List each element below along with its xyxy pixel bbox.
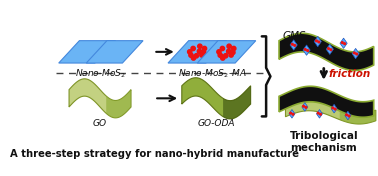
Circle shape: [227, 44, 231, 48]
Text: Nano-MoS$_2$: Nano-MoS$_2$: [75, 67, 127, 80]
Circle shape: [303, 105, 304, 107]
Circle shape: [191, 56, 196, 60]
Text: A three-step strategy for nano-hybrid manufacture: A three-step strategy for nano-hybrid ma…: [10, 149, 299, 159]
Circle shape: [341, 42, 343, 43]
Circle shape: [220, 46, 225, 51]
Circle shape: [290, 112, 291, 114]
Circle shape: [353, 52, 355, 54]
Polygon shape: [352, 48, 359, 59]
Circle shape: [292, 113, 294, 115]
Text: friction: friction: [328, 69, 370, 79]
Polygon shape: [331, 104, 337, 113]
Text: GO-ODA: GO-ODA: [197, 119, 235, 128]
Circle shape: [226, 49, 231, 54]
Polygon shape: [182, 78, 251, 119]
Circle shape: [328, 48, 329, 49]
Polygon shape: [69, 79, 131, 118]
Circle shape: [334, 108, 336, 110]
Circle shape: [189, 53, 193, 57]
Polygon shape: [223, 86, 251, 119]
Circle shape: [330, 49, 332, 51]
Circle shape: [304, 49, 306, 50]
Polygon shape: [303, 45, 310, 55]
Text: Tribological
mechanism: Tribological mechanism: [290, 131, 358, 153]
Circle shape: [356, 53, 358, 55]
Polygon shape: [340, 38, 347, 48]
Circle shape: [316, 40, 317, 42]
Circle shape: [221, 56, 225, 60]
Circle shape: [198, 44, 202, 48]
Circle shape: [194, 54, 198, 58]
Circle shape: [291, 43, 293, 45]
Polygon shape: [314, 36, 321, 47]
Polygon shape: [340, 109, 376, 124]
Polygon shape: [86, 41, 143, 63]
Polygon shape: [345, 111, 351, 120]
Polygon shape: [168, 41, 226, 63]
Text: GMS: GMS: [283, 31, 306, 41]
Polygon shape: [302, 103, 308, 111]
Polygon shape: [285, 100, 376, 124]
Text: GO: GO: [93, 119, 107, 128]
Circle shape: [223, 54, 228, 58]
Polygon shape: [289, 109, 295, 118]
Polygon shape: [316, 109, 322, 118]
Circle shape: [202, 46, 207, 51]
Polygon shape: [197, 41, 256, 63]
Circle shape: [218, 53, 222, 57]
Polygon shape: [279, 33, 374, 70]
Circle shape: [305, 106, 307, 108]
Polygon shape: [290, 40, 297, 50]
Circle shape: [320, 113, 321, 115]
Circle shape: [294, 45, 296, 46]
Circle shape: [229, 53, 233, 57]
Circle shape: [346, 114, 347, 116]
Text: Nano-MoS$_2$-MA: Nano-MoS$_2$-MA: [178, 67, 246, 80]
Polygon shape: [59, 41, 116, 63]
Circle shape: [200, 53, 204, 57]
Circle shape: [344, 43, 345, 45]
Circle shape: [187, 50, 192, 54]
Circle shape: [191, 46, 195, 51]
Circle shape: [217, 50, 221, 54]
Circle shape: [232, 46, 236, 51]
Polygon shape: [326, 44, 333, 54]
Circle shape: [307, 50, 308, 51]
Circle shape: [317, 112, 319, 114]
Circle shape: [348, 115, 350, 117]
Polygon shape: [279, 86, 374, 117]
Circle shape: [201, 50, 206, 55]
Polygon shape: [106, 90, 131, 118]
Circle shape: [231, 50, 235, 55]
Circle shape: [197, 49, 201, 54]
Circle shape: [332, 107, 334, 109]
Circle shape: [318, 41, 320, 43]
